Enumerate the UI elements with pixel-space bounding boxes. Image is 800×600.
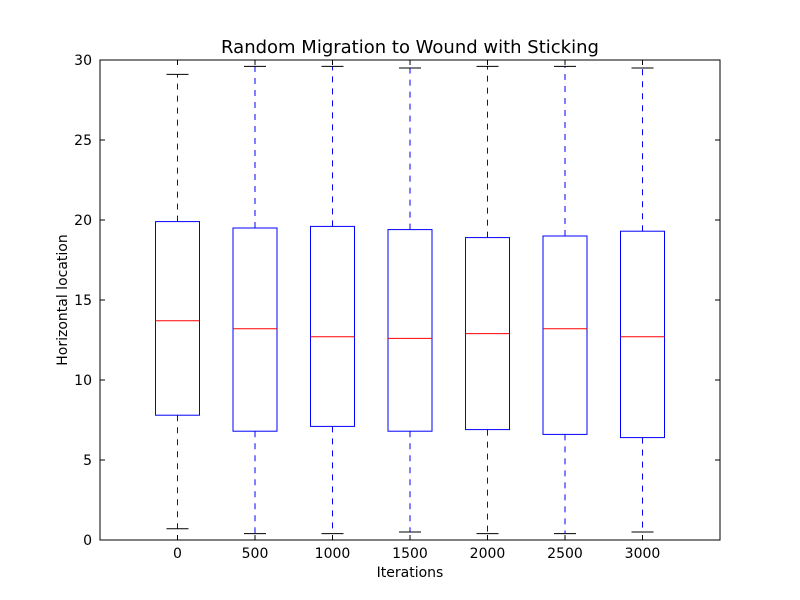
x-tick-label: 1500 (392, 546, 428, 562)
tick-layer: 0 5 10 15 20 25 30 0 500 1000 1500 2000 2500 3000 (74, 53, 720, 562)
y-tick-label: 25 (74, 133, 92, 149)
box-group-1000 (310, 65, 355, 535)
y-tick-label: 20 (74, 213, 92, 229)
y-tick-label: 30 (74, 53, 92, 69)
y-tick-label: 5 (83, 453, 92, 469)
box-group-2500 (542, 65, 588, 535)
box-group-0 (155, 73, 200, 530)
box-group-2000 (465, 65, 510, 535)
x-tick-label: 0 (173, 546, 182, 562)
y-tick-label: 15 (74, 293, 92, 309)
plot-layer (155, 65, 665, 535)
x-axis-label: Iterations (377, 565, 444, 581)
x-tick-label: 2000 (470, 546, 506, 562)
y-tick-label: 10 (74, 373, 92, 389)
box-iqr (620, 230, 665, 439)
x-tick-label: 2500 (547, 546, 583, 562)
x-tick-label: 500 (242, 546, 269, 562)
x-tick-label: 3000 (625, 546, 661, 562)
box-iqr (155, 221, 200, 416)
y-axis-label: Horizontal location (55, 234, 71, 365)
y-tick-label: 0 (83, 533, 92, 549)
box-group-1500 (387, 67, 433, 533)
chart-title: Random Migration to Wound with Sticking (221, 37, 599, 58)
box-group-3000 (620, 67, 665, 533)
box-iqr (542, 235, 588, 435)
box-group-500 (232, 65, 278, 535)
box-iqr (387, 229, 433, 432)
box-iqr (232, 227, 278, 432)
box-iqr (310, 225, 355, 427)
x-tick-label: 1000 (315, 546, 351, 562)
